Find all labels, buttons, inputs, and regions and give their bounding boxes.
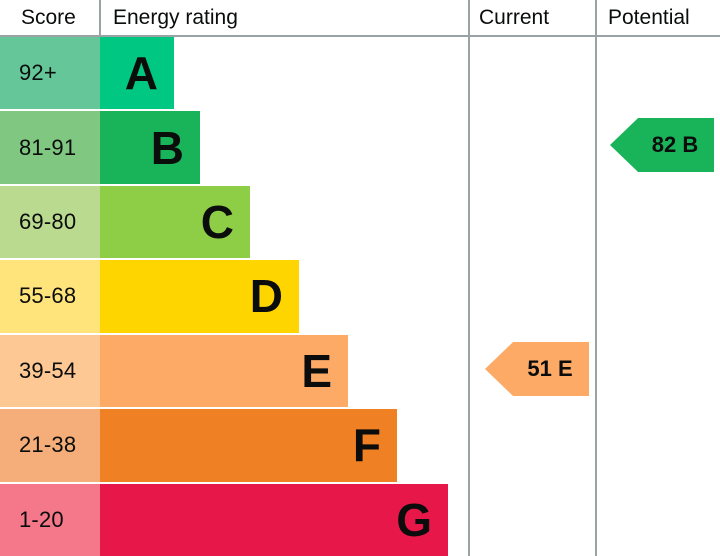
band-row-d: 55-68 D [0, 260, 720, 333]
band-score-a: 92+ [0, 37, 100, 110]
band-score-g: 1-20 [0, 483, 100, 556]
band-bar-c: C [100, 185, 250, 259]
band-bar-e: E [100, 334, 348, 408]
band-letter-f: F [352, 419, 381, 472]
band-row-f: 21-38 F [0, 409, 720, 482]
band-row-g: 1-20 G [0, 483, 720, 556]
band-bar-a: A [100, 37, 174, 110]
band-bar-d: D [100, 260, 299, 333]
current-rating-arrow: 51 E [485, 342, 589, 396]
potential-column-divider [595, 0, 597, 556]
current-column-header: Current [479, 5, 550, 29]
band-letter-c: C [200, 196, 234, 249]
potential-column-header: Potential [608, 5, 690, 29]
band-score-f: 21-38 [0, 409, 100, 482]
score-column-divider [99, 0, 101, 35]
band-letter-e: E [301, 344, 332, 397]
energy-rating-column-header: Energy rating [113, 5, 238, 29]
band-letter-g: G [396, 493, 432, 546]
potential-rating-label: 82 B [651, 132, 699, 157]
band-score-e: 39-54 [0, 334, 100, 408]
band-bar-f: F [100, 409, 397, 482]
band-letter-a: A [124, 47, 158, 100]
band-row-b: 81-91 B [0, 111, 720, 184]
band-row-c: 69-80 C [0, 185, 720, 259]
band-bar-g: G [100, 483, 448, 556]
band-rows: 92+ A 81-91 B 69-80 C 55-68 D 39-54 [0, 37, 720, 556]
band-row-e: 39-54 E [0, 334, 720, 408]
band-bar-b: B [100, 111, 200, 184]
current-rating-label: 51 E [527, 356, 573, 381]
band-score-b: 81-91 [0, 111, 100, 184]
current-column-divider [468, 0, 470, 556]
chart-header: Score Energy rating Current Potential [0, 0, 720, 37]
band-letter-b: B [150, 121, 184, 174]
band-row-a: 92+ A [0, 37, 720, 110]
score-column-header: Score [21, 5, 76, 29]
band-score-c: 69-80 [0, 185, 100, 259]
band-letter-d: D [249, 270, 283, 323]
band-score-d: 55-68 [0, 260, 100, 333]
